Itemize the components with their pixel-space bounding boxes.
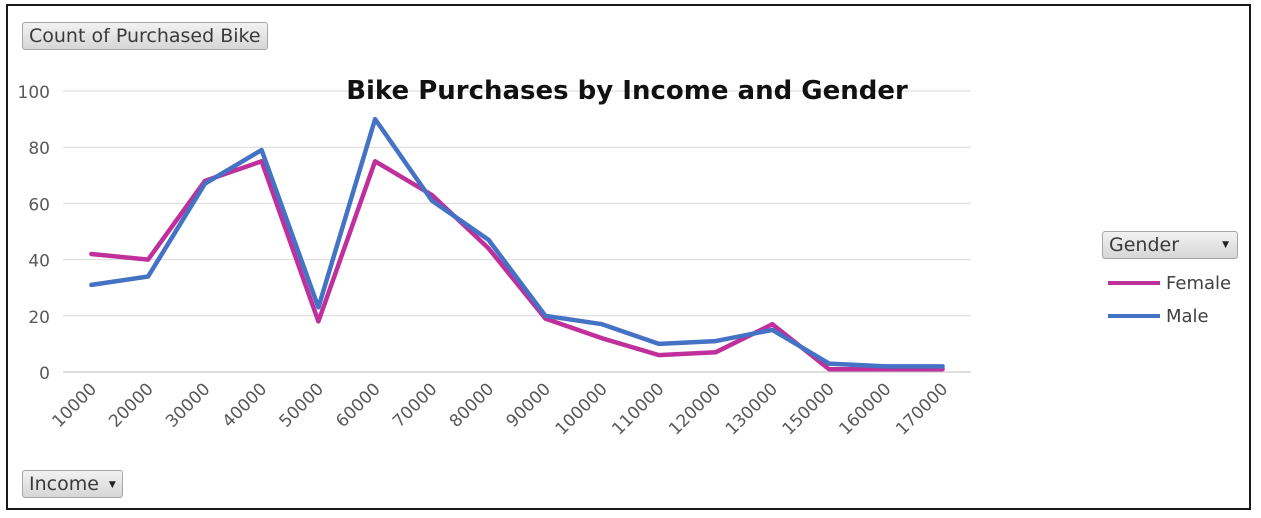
x-tick-label: 80000 <box>446 379 498 431</box>
x-tick-label: 60000 <box>332 379 384 431</box>
x-tick-label: 40000 <box>219 379 271 431</box>
x-tick-label: 110000 <box>608 379 668 439</box>
x-tick-label: 160000 <box>835 379 895 439</box>
gridlines <box>63 90 971 373</box>
x-tick-label: 170000 <box>892 379 952 439</box>
x-tick-label: 150000 <box>779 379 839 439</box>
axis-field-button[interactable]: Income ▼ <box>22 470 123 498</box>
legend-field-button[interactable]: Gender ▼ <box>1102 231 1238 259</box>
x-tick-label: 10000 <box>49 379 101 431</box>
x-tick-label: 50000 <box>276 379 328 431</box>
dropdown-arrow-icon[interactable]: ▼ <box>1222 240 1229 250</box>
series-line-female <box>89 159 945 372</box>
legend-label-male: Male <box>1166 305 1209 327</box>
x-tick-label: 20000 <box>105 379 157 431</box>
y-tick-label: 100 <box>18 83 50 103</box>
axis-field-label: Income <box>29 473 99 495</box>
legend-label-female: Female <box>1166 272 1232 294</box>
series-lines <box>89 116 945 372</box>
x-tick-label: 120000 <box>665 379 725 439</box>
value-field-button[interactable]: Count of Purchased Bike <box>22 22 268 50</box>
legend-item-female: Female <box>1108 272 1231 294</box>
legend-swatch-male <box>1108 314 1160 318</box>
series-line-male <box>89 116 945 369</box>
x-tick-label: 30000 <box>162 379 214 431</box>
x-tick-label: 70000 <box>389 379 441 431</box>
x-tick-label: 130000 <box>722 379 782 439</box>
x-axis-ticks: 10000 20000 30000 40000 50000 60000 70000 80000… <box>49 379 953 439</box>
y-tick-label: 60 <box>28 195 50 215</box>
dropdown-arrow-icon[interactable]: ▼ <box>108 479 116 490</box>
value-field-label: Count of Purchased Bike <box>29 25 261 47</box>
y-tick-label: 20 <box>28 308 50 328</box>
legend-field-label: Gender <box>1109 234 1180 256</box>
legend-item-male: Male <box>1108 305 1209 327</box>
chart-frame <box>6 4 1251 510</box>
chart-title: Bike Purchases by Income and Gender <box>346 76 908 106</box>
y-axis-ticks: 0 20 40 60 80 100 <box>18 83 50 384</box>
y-tick-label: 0 <box>39 364 50 384</box>
legend-swatch-female <box>1108 281 1160 285</box>
x-tick-label: 100000 <box>552 379 612 439</box>
y-tick-label: 40 <box>28 252 50 272</box>
x-tick-label: 90000 <box>503 379 555 431</box>
y-tick-label: 80 <box>28 139 50 159</box>
